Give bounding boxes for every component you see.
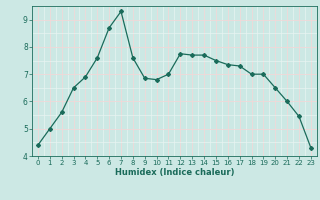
X-axis label: Humidex (Indice chaleur): Humidex (Indice chaleur) — [115, 168, 234, 177]
